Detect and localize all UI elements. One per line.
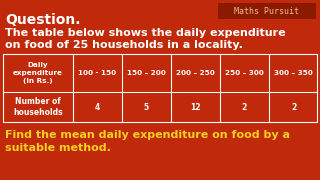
Text: Find the mean daily expenditure on food by a: Find the mean daily expenditure on food … bbox=[5, 130, 290, 140]
Text: 300 – 350: 300 – 350 bbox=[274, 70, 313, 76]
Bar bbox=[218, 3, 316, 19]
Text: Number of
households: Number of households bbox=[13, 97, 63, 117]
Text: 12: 12 bbox=[190, 102, 201, 111]
Text: 2: 2 bbox=[242, 102, 247, 111]
Text: 250 – 300: 250 – 300 bbox=[225, 70, 264, 76]
Text: The table below shows the daily expenditure: The table below shows the daily expendit… bbox=[5, 28, 286, 38]
Text: 200 – 250: 200 – 250 bbox=[176, 70, 215, 76]
Text: 150 – 200: 150 – 200 bbox=[127, 70, 166, 76]
Text: suitable method.: suitable method. bbox=[5, 143, 111, 153]
Text: 2: 2 bbox=[291, 102, 296, 111]
Text: 5: 5 bbox=[144, 102, 149, 111]
Text: Question.: Question. bbox=[5, 13, 81, 27]
Text: Daily
expenditure
(in Rs.): Daily expenditure (in Rs.) bbox=[13, 62, 63, 84]
Text: 4: 4 bbox=[95, 102, 100, 111]
Bar bbox=[3, 54, 317, 122]
Text: 100 - 150: 100 - 150 bbox=[78, 70, 116, 76]
Text: on food of 25 households in a locality.: on food of 25 households in a locality. bbox=[5, 40, 243, 50]
Text: Maths Pursuit: Maths Pursuit bbox=[235, 6, 300, 15]
